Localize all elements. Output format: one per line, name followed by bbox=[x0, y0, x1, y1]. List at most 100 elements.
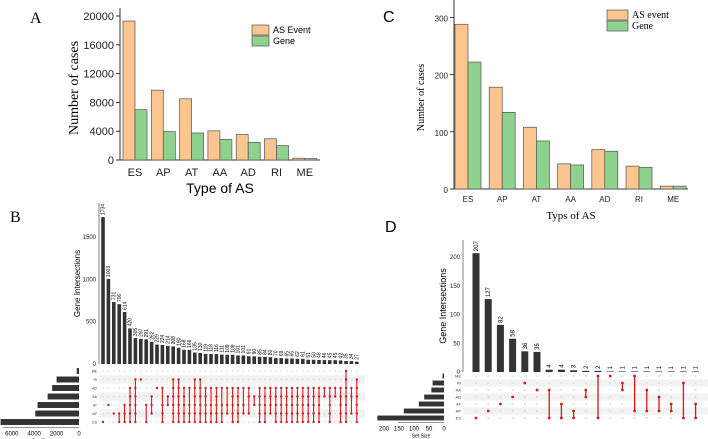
matrix-dot bbox=[584, 382, 587, 384]
set-size-tick-label: 50 bbox=[426, 427, 433, 433]
intersection-value-label: 168 bbox=[182, 339, 188, 348]
matrix-dot bbox=[112, 378, 115, 381]
y-tick-label: 50 bbox=[453, 341, 460, 347]
matrix-dot bbox=[112, 370, 115, 372]
matrix-dot bbox=[548, 382, 551, 384]
intersection-value-label: 731 bbox=[111, 291, 117, 300]
matrix-dot bbox=[609, 389, 612, 391]
panel-label-c: C bbox=[383, 9, 395, 26]
matrix-dot bbox=[112, 404, 115, 406]
intersection-bar bbox=[545, 369, 553, 372]
intersection-value-label: 50 bbox=[311, 352, 317, 358]
matrix-dot bbox=[523, 410, 526, 412]
matrix-dot bbox=[107, 412, 110, 415]
matrix-dot bbox=[334, 370, 337, 372]
matrix-dot bbox=[139, 412, 142, 415]
matrix-dot bbox=[572, 403, 575, 405]
set-size-bar-AP bbox=[403, 408, 444, 414]
matrix-dot-active bbox=[474, 416, 478, 420]
x-tick-label: ES bbox=[128, 167, 143, 179]
matrix-dot bbox=[177, 370, 180, 372]
matrix-dot bbox=[499, 382, 502, 384]
bar-gene-AA bbox=[219, 139, 233, 161]
intersection-value-label: 36 bbox=[523, 342, 529, 349]
intersection-bar bbox=[582, 370, 590, 372]
matrix-dot bbox=[199, 370, 202, 372]
matrix-dot bbox=[621, 417, 624, 419]
matrix-dot bbox=[242, 421, 245, 423]
matrix-dot bbox=[247, 370, 250, 372]
matrix-dot bbox=[269, 370, 272, 372]
intersection-value-label: 305 bbox=[133, 328, 139, 337]
bar-as-event-AT bbox=[179, 98, 192, 161]
y-axis-label: Gene Intersections bbox=[73, 250, 82, 317]
matrix-dot bbox=[334, 412, 337, 415]
intersection-value-label: 61 bbox=[300, 351, 306, 357]
matrix-dot bbox=[645, 382, 648, 384]
intersection-value-label: 1 bbox=[669, 365, 675, 369]
matrix-dot bbox=[350, 370, 353, 372]
set-size-tick-label: 100 bbox=[409, 427, 420, 433]
matrix-dot bbox=[499, 375, 502, 377]
intersection-value-label: 1 bbox=[608, 365, 614, 369]
intersection-bar bbox=[187, 349, 192, 364]
set-size-bar-AD bbox=[424, 394, 444, 400]
set-size-bar-AD bbox=[52, 385, 79, 391]
x-tick-label: AP bbox=[497, 195, 508, 204]
legend-label: AS event bbox=[632, 10, 669, 21]
matrix-dot bbox=[511, 382, 514, 384]
matrix-dot bbox=[161, 370, 164, 372]
matrix-dot bbox=[487, 417, 490, 419]
matrix-dot bbox=[166, 370, 169, 372]
matrix-dot bbox=[107, 421, 110, 423]
matrix-dot bbox=[264, 370, 266, 372]
matrix-dot bbox=[139, 387, 142, 389]
matrix-dot bbox=[253, 378, 256, 381]
matrix-dot bbox=[161, 378, 164, 381]
matrix-dot bbox=[226, 421, 229, 423]
matrix-dot bbox=[318, 378, 320, 381]
matrix-dot bbox=[139, 395, 142, 398]
intersection-bar bbox=[176, 347, 181, 364]
y-axis-label: Number of cases bbox=[67, 41, 82, 135]
intersection-value-label: 208 bbox=[171, 336, 177, 345]
intersection-bar bbox=[241, 355, 246, 364]
intersection-bar bbox=[692, 371, 700, 372]
set-label: AA bbox=[92, 395, 97, 399]
matrix-dot bbox=[150, 421, 153, 423]
y-tick-label: 200 bbox=[435, 72, 449, 81]
matrix-dot bbox=[183, 370, 185, 372]
set-size-bar-AT bbox=[37, 402, 79, 408]
matrix-dot bbox=[487, 396, 490, 398]
matrix-dot bbox=[560, 389, 563, 391]
matrix-dot bbox=[536, 410, 538, 412]
matrix-dot bbox=[511, 410, 514, 412]
matrix-dot bbox=[102, 412, 104, 415]
y-tick-label: 150 bbox=[450, 284, 461, 290]
matrix-dot bbox=[560, 396, 563, 398]
intersection-bar bbox=[144, 339, 148, 364]
intersection-bar bbox=[203, 353, 208, 364]
matrix-dot bbox=[312, 378, 315, 381]
intersection-value-label: 85 bbox=[257, 349, 263, 355]
matrix-dot bbox=[253, 370, 256, 372]
matrix-dot bbox=[139, 421, 142, 423]
x-axis-label: Typs of AS bbox=[546, 210, 595, 222]
matrix-dot bbox=[499, 389, 502, 391]
x-tick-label: ME bbox=[297, 167, 314, 179]
matrix-dot bbox=[609, 396, 612, 398]
matrix-dot bbox=[334, 378, 337, 381]
intersection-bar bbox=[274, 358, 278, 364]
matrix-dot bbox=[658, 389, 660, 391]
y-tick-label: 100 bbox=[435, 129, 449, 138]
matrix-dot bbox=[274, 370, 277, 372]
x-tick-label: AD bbox=[241, 167, 256, 179]
intersection-bar bbox=[122, 311, 127, 364]
matrix-dot bbox=[487, 403, 490, 405]
intersection-bar bbox=[355, 361, 359, 364]
intersection-bar bbox=[311, 359, 316, 364]
matrix-dot bbox=[670, 382, 673, 384]
y-tick-label: 1500 bbox=[83, 235, 97, 241]
intersection-value-label: 297 bbox=[138, 328, 144, 337]
